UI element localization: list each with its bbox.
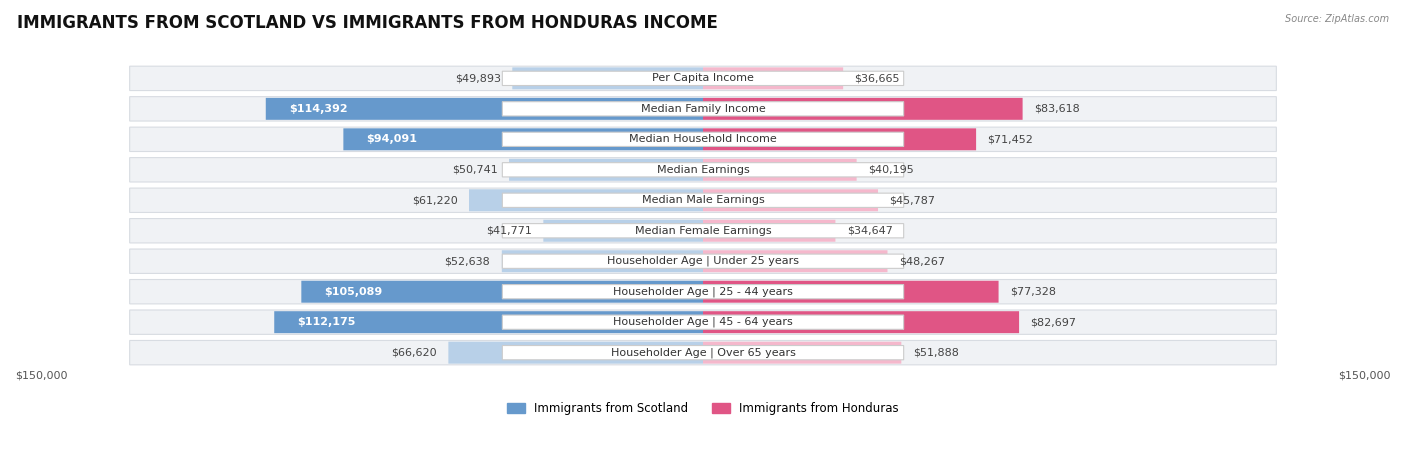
- FancyBboxPatch shape: [543, 220, 703, 242]
- FancyBboxPatch shape: [703, 67, 844, 89]
- Text: $150,000: $150,000: [1339, 370, 1391, 381]
- FancyBboxPatch shape: [470, 189, 703, 211]
- Text: $50,741: $50,741: [451, 165, 498, 175]
- FancyBboxPatch shape: [703, 250, 887, 272]
- FancyBboxPatch shape: [129, 310, 1277, 334]
- Text: Householder Age | 25 - 44 years: Householder Age | 25 - 44 years: [613, 286, 793, 297]
- FancyBboxPatch shape: [509, 159, 703, 181]
- FancyBboxPatch shape: [703, 311, 1019, 333]
- FancyBboxPatch shape: [301, 281, 703, 303]
- FancyBboxPatch shape: [502, 284, 904, 299]
- Text: $40,195: $40,195: [868, 165, 914, 175]
- Text: $45,787: $45,787: [890, 195, 935, 205]
- Text: Per Capita Income: Per Capita Income: [652, 73, 754, 84]
- Text: $82,697: $82,697: [1031, 317, 1077, 327]
- FancyBboxPatch shape: [703, 189, 877, 211]
- Text: $94,091: $94,091: [367, 134, 418, 144]
- Text: $49,893: $49,893: [454, 73, 501, 84]
- Text: $150,000: $150,000: [15, 370, 67, 381]
- FancyBboxPatch shape: [129, 219, 1277, 243]
- FancyBboxPatch shape: [129, 340, 1277, 365]
- FancyBboxPatch shape: [502, 346, 904, 360]
- Text: $52,638: $52,638: [444, 256, 491, 266]
- Text: $61,220: $61,220: [412, 195, 457, 205]
- Text: $48,267: $48,267: [898, 256, 945, 266]
- FancyBboxPatch shape: [274, 311, 703, 333]
- FancyBboxPatch shape: [129, 249, 1277, 273]
- FancyBboxPatch shape: [512, 67, 703, 89]
- Text: Householder Age | 45 - 64 years: Householder Age | 45 - 64 years: [613, 317, 793, 327]
- Text: $36,665: $36,665: [855, 73, 900, 84]
- FancyBboxPatch shape: [129, 157, 1277, 182]
- FancyBboxPatch shape: [703, 220, 835, 242]
- FancyBboxPatch shape: [266, 98, 703, 120]
- FancyBboxPatch shape: [502, 193, 904, 207]
- Text: $112,175: $112,175: [297, 317, 356, 327]
- FancyBboxPatch shape: [129, 127, 1277, 151]
- FancyBboxPatch shape: [502, 71, 904, 85]
- Text: $66,620: $66,620: [391, 347, 437, 358]
- FancyBboxPatch shape: [502, 250, 703, 272]
- Text: $83,618: $83,618: [1033, 104, 1080, 114]
- Legend: Immigrants from Scotland, Immigrants from Honduras: Immigrants from Scotland, Immigrants fro…: [502, 397, 904, 420]
- FancyBboxPatch shape: [502, 102, 904, 116]
- FancyBboxPatch shape: [129, 280, 1277, 304]
- Text: Median Household Income: Median Household Income: [628, 134, 778, 144]
- Text: $34,647: $34,647: [846, 226, 893, 236]
- FancyBboxPatch shape: [343, 128, 703, 150]
- FancyBboxPatch shape: [502, 224, 904, 238]
- FancyBboxPatch shape: [502, 132, 904, 147]
- FancyBboxPatch shape: [703, 342, 901, 364]
- FancyBboxPatch shape: [129, 97, 1277, 121]
- FancyBboxPatch shape: [449, 342, 703, 364]
- Text: $71,452: $71,452: [987, 134, 1033, 144]
- Text: $41,771: $41,771: [486, 226, 531, 236]
- Text: Householder Age | Over 65 years: Householder Age | Over 65 years: [610, 347, 796, 358]
- Text: Householder Age | Under 25 years: Householder Age | Under 25 years: [607, 256, 799, 267]
- Text: IMMIGRANTS FROM SCOTLAND VS IMMIGRANTS FROM HONDURAS INCOME: IMMIGRANTS FROM SCOTLAND VS IMMIGRANTS F…: [17, 14, 717, 32]
- FancyBboxPatch shape: [703, 128, 976, 150]
- FancyBboxPatch shape: [703, 281, 998, 303]
- FancyBboxPatch shape: [703, 98, 1022, 120]
- Text: $114,392: $114,392: [288, 104, 347, 114]
- Text: $51,888: $51,888: [912, 347, 959, 358]
- FancyBboxPatch shape: [129, 188, 1277, 212]
- Text: Median Female Earnings: Median Female Earnings: [634, 226, 772, 236]
- FancyBboxPatch shape: [502, 254, 904, 269]
- Text: Median Male Earnings: Median Male Earnings: [641, 195, 765, 205]
- FancyBboxPatch shape: [703, 159, 856, 181]
- Text: $105,089: $105,089: [325, 287, 382, 297]
- Text: Median Family Income: Median Family Income: [641, 104, 765, 114]
- FancyBboxPatch shape: [502, 315, 904, 329]
- FancyBboxPatch shape: [502, 163, 904, 177]
- Text: Source: ZipAtlas.com: Source: ZipAtlas.com: [1285, 14, 1389, 24]
- Text: Median Earnings: Median Earnings: [657, 165, 749, 175]
- Text: $77,328: $77,328: [1010, 287, 1056, 297]
- FancyBboxPatch shape: [129, 66, 1277, 91]
